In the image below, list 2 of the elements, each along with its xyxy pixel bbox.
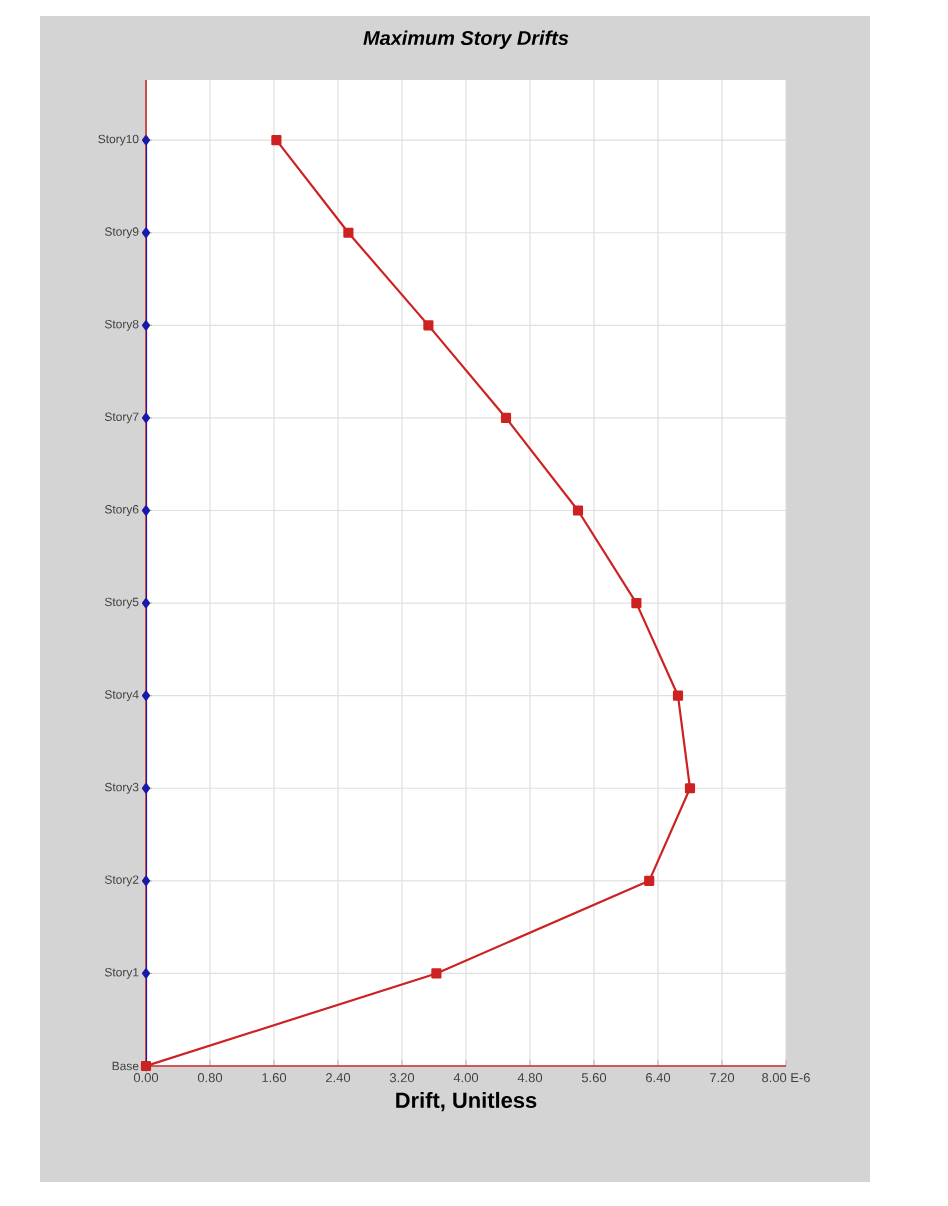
x-axis-title: Drift, Unitless	[396, 1091, 537, 1112]
chart-title: Maximum Story Drifts	[363, 30, 569, 49]
